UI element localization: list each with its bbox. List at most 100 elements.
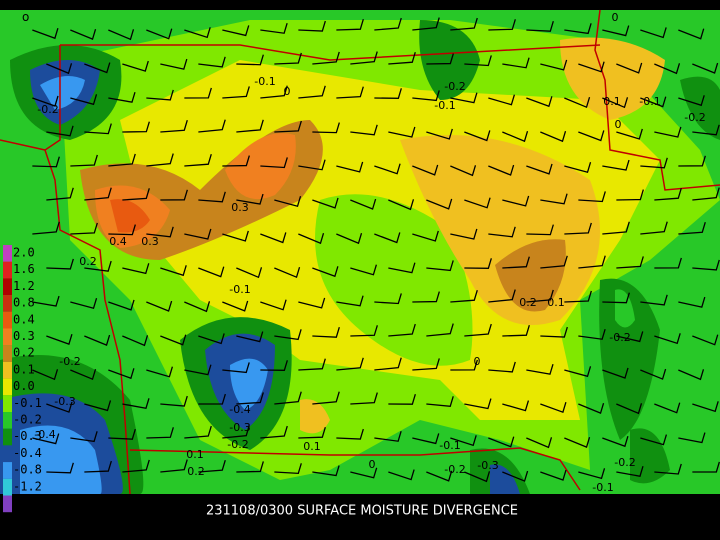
wind-barb [222, 230, 249, 242]
wind-barb [426, 260, 454, 272]
wind-barb [654, 188, 682, 201]
wind-barb [84, 334, 111, 346]
wind-barb [616, 403, 643, 415]
wind-barb [616, 62, 643, 74]
wind-barb [488, 94, 516, 106]
wind-barb [32, 221, 60, 235]
wind-barb [502, 325, 530, 337]
contour-label: -0.2 [37, 103, 58, 116]
wind-barb [84, 260, 112, 272]
wind-barb [450, 165, 477, 177]
wind-barb [502, 470, 529, 482]
wind-barb [350, 325, 378, 337]
wind-barb [640, 368, 667, 380]
wind-barb [312, 197, 339, 209]
wind-barb [336, 86, 364, 99]
wind-barb [46, 333, 73, 345]
contour-label: 0.2 [519, 296, 537, 309]
wind-barb [46, 258, 74, 270]
wind-barb [426, 470, 453, 482]
contour-label: 0 [284, 85, 291, 98]
legend-label: 0.1 [13, 362, 35, 376]
moisture-field [0, 10, 720, 494]
wind-barb [160, 395, 188, 407]
wind-barb [412, 358, 440, 371]
wind-barb [564, 436, 591, 449]
wind-barb [198, 459, 226, 473]
wind-barb [578, 402, 605, 415]
wind-barb [488, 164, 515, 176]
legend-label: 0.3 [13, 329, 35, 343]
legend-label: -1.2 [13, 479, 42, 493]
contour-label: -0.4 [229, 403, 250, 416]
wind-barb [502, 256, 530, 269]
wind-barb [84, 62, 111, 74]
wind-barb [692, 334, 719, 346]
wind-barb [374, 163, 401, 175]
wind-barb [616, 466, 644, 477]
wind-barb [336, 295, 364, 307]
wind-barb [46, 63, 73, 75]
wind-barb [426, 396, 454, 407]
wind-barb [160, 58, 188, 70]
legend-swatch [3, 245, 12, 262]
wind-barb [464, 323, 492, 337]
legend-swatch [3, 428, 12, 446]
wind-barb [450, 92, 478, 104]
legend-swatch [3, 261, 12, 279]
contour-label: 0.2 [79, 255, 97, 268]
legend-label: 0.8 [13, 296, 35, 310]
wind-barb [160, 459, 188, 473]
wind-barb [236, 193, 264, 205]
wind-barb [260, 157, 288, 169]
wind-barb [46, 187, 74, 201]
wind-barb [122, 188, 150, 201]
wind-barb [678, 296, 706, 308]
legend-swatch [3, 412, 12, 429]
wind-barb [70, 154, 98, 167]
wind-barb [450, 228, 478, 240]
wind-barb [388, 469, 415, 481]
legend-swatch [3, 311, 12, 329]
wind-barb [526, 163, 553, 175]
contour-label: 0.2 [187, 465, 205, 478]
wind-barb [578, 61, 605, 73]
wind-barb [146, 28, 173, 40]
wind-barb [526, 20, 554, 32]
legend-swatch [3, 462, 12, 479]
wind-barb [32, 295, 60, 307]
wind-barb [160, 334, 187, 346]
wind-barb [236, 267, 263, 279]
wind-barb [564, 23, 592, 35]
wind-barb [350, 124, 378, 136]
wind-barb [412, 90, 440, 102]
map-title: 231108/0300 SURFACE MOISTURE DIVERGENCE [206, 504, 518, 519]
wind-barb [312, 51, 340, 65]
legend-swatch [3, 345, 12, 362]
wind-barb [540, 255, 568, 269]
contour-label: -0.1 [254, 75, 275, 88]
legend-swatch [3, 478, 12, 496]
wind-barb [412, 291, 440, 303]
wind-barb [198, 56, 226, 68]
wind-barb [108, 29, 135, 41]
wind-barb [312, 122, 340, 134]
wind-barb [526, 289, 554, 303]
wind-barb [108, 91, 136, 103]
wind-barb [32, 369, 59, 381]
wind-barb [488, 19, 516, 31]
wind-barb [222, 86, 250, 99]
wind-barb [388, 394, 416, 405]
wind-barb [108, 224, 136, 236]
wind-barb [564, 222, 592, 235]
wind-barb [198, 119, 226, 133]
wind-barb [450, 290, 478, 303]
wind-barb [488, 289, 516, 303]
legend-label: -0.4 [13, 446, 42, 460]
wind-barb [540, 326, 568, 338]
wind-barb [564, 96, 591, 109]
legend-label: 1.2 [13, 279, 35, 293]
wind-barb [640, 294, 668, 306]
wind-barb [578, 191, 606, 203]
